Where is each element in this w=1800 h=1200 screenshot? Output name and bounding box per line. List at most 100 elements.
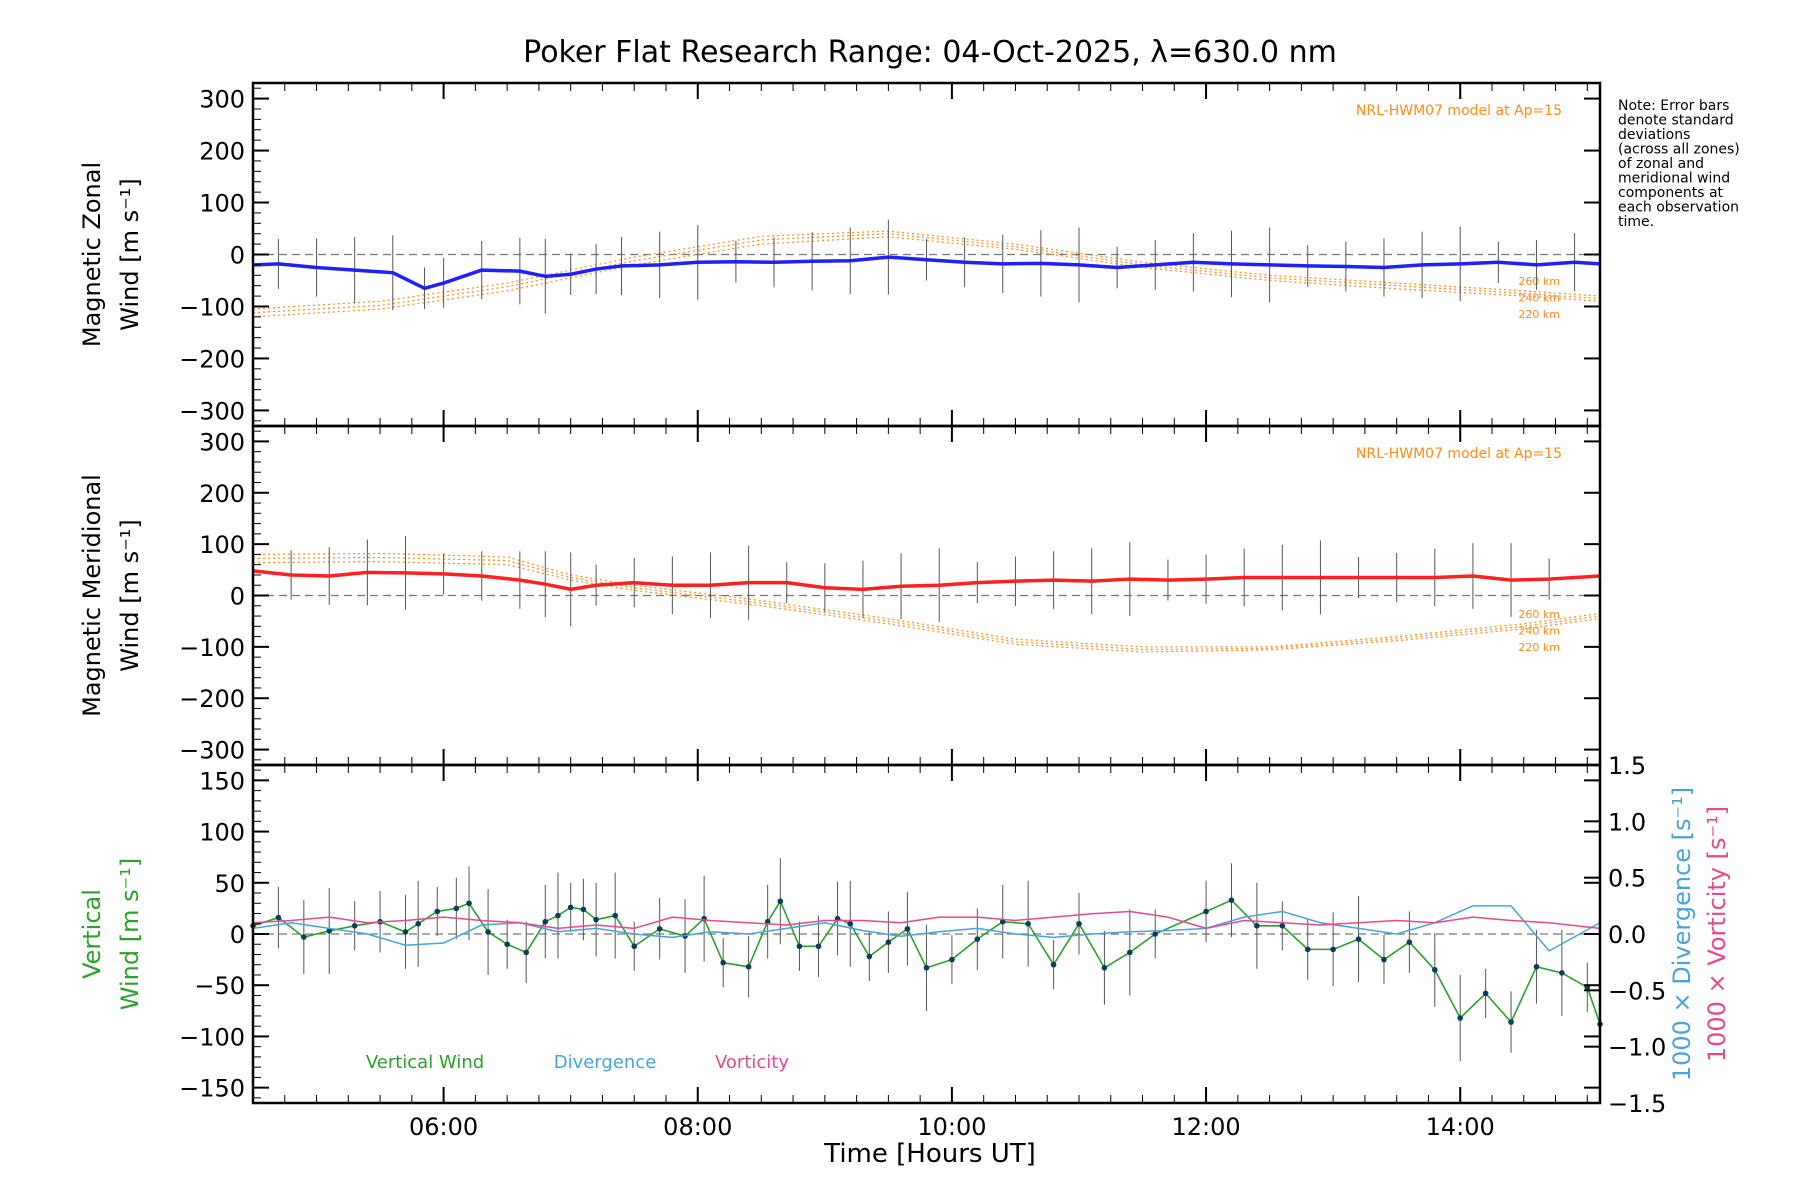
y-tick-label: −150 xyxy=(179,1075,245,1103)
y2-axis-label-line: 1000 × Divergence [s⁻¹] xyxy=(1668,787,1696,1081)
y-tick-label: 0 xyxy=(230,242,245,270)
y-axis-label-line: Wind [m s⁻¹] xyxy=(116,178,144,330)
data-point xyxy=(593,916,599,923)
x-tick-label: 06:00 xyxy=(409,1113,478,1141)
data-point xyxy=(1127,949,1133,956)
note-line: meridional wind xyxy=(1618,171,1730,187)
data-point xyxy=(1101,965,1108,971)
model-altitude-label: 260 km xyxy=(1518,275,1560,288)
y-axis-label-line: Magnetic Meridional xyxy=(78,474,106,717)
data-point xyxy=(1406,939,1413,945)
y-tick-label: −200 xyxy=(179,685,245,713)
x-tick-label: 14:00 xyxy=(1426,1113,1495,1141)
y-tick-label: 300 xyxy=(199,428,245,456)
note-line: time. xyxy=(1618,214,1654,230)
model-altitude-label: 240 km xyxy=(1518,624,1560,637)
y2-axis-label: 1000 × Divergence [s⁻¹] xyxy=(1668,787,1696,1081)
y-tick-label: −100 xyxy=(179,634,245,662)
y-tick-label: 200 xyxy=(199,480,245,508)
model-altitude-label: 220 km xyxy=(1518,308,1560,321)
chart-title: Poker Flat Research Range: 04-Oct-2025, … xyxy=(523,35,1337,70)
y2-tick-label: −1.5 xyxy=(1608,1090,1666,1118)
data-point xyxy=(885,939,892,945)
data-point xyxy=(1279,923,1286,929)
data-point xyxy=(974,936,981,942)
model-curve-220km xyxy=(252,236,1601,318)
data-point xyxy=(1304,946,1311,953)
y-axis-label-line: Vertical xyxy=(78,889,106,979)
x-axis-label: Time [Hours UT] xyxy=(823,1139,1036,1169)
model-curve-260km xyxy=(252,230,1601,310)
x-tick-label: 12:00 xyxy=(1171,1113,1240,1141)
y-axis-label-line: Wind [m s⁻¹] xyxy=(116,858,144,1010)
note-line: deviations xyxy=(1618,127,1690,143)
note-line: components at xyxy=(1618,185,1724,201)
data-point xyxy=(453,905,460,912)
data-point xyxy=(1559,970,1565,976)
data-point xyxy=(1381,956,1387,963)
data-point xyxy=(1228,897,1235,903)
model-curve-240km xyxy=(252,556,1601,651)
model-altitude-label: 240 km xyxy=(1518,291,1560,304)
data-point xyxy=(466,900,472,907)
data-point xyxy=(1330,946,1336,953)
note-line: of zonal and xyxy=(1618,156,1704,172)
note-line: each observation xyxy=(1618,200,1739,216)
series-line-divergence xyxy=(252,905,1601,952)
data-point xyxy=(1076,920,1082,927)
data-point xyxy=(1203,908,1209,915)
data-point xyxy=(745,963,752,970)
series-line-magnetic-zonal-wind xyxy=(252,255,1601,291)
data-point xyxy=(631,943,638,950)
y-tick-label: 0 xyxy=(230,921,245,949)
data-point xyxy=(1254,923,1260,929)
data-point xyxy=(1025,920,1031,927)
y-tick-label: 100 xyxy=(199,531,245,559)
y-axis-label-line: Magnetic Zonal xyxy=(78,162,106,347)
data-point xyxy=(542,918,549,925)
y-tick-label: 100 xyxy=(199,819,245,847)
y2-tick-label: 1.5 xyxy=(1608,752,1646,780)
model-altitude-label: 260 km xyxy=(1518,608,1560,621)
model-curve-240km xyxy=(252,233,1601,314)
y2-tick-label: −0.5 xyxy=(1608,977,1666,1005)
data-point xyxy=(1508,1019,1514,1025)
data-point xyxy=(904,926,911,932)
data-point xyxy=(351,923,358,929)
panels: 260 km 240 km 220 km NRL-HWM07 model at Ap=… xyxy=(78,81,1731,1141)
model-altitude-label: 220 km xyxy=(1518,641,1560,654)
data-point xyxy=(656,926,663,932)
data-point xyxy=(923,965,930,971)
data-point xyxy=(567,904,574,911)
y-tick-label: −100 xyxy=(179,1023,245,1051)
data-point xyxy=(301,934,307,940)
y-tick-label: 150 xyxy=(199,767,245,795)
data-point xyxy=(485,929,491,935)
legend-item: Vorticity xyxy=(715,1052,789,1073)
y-tick-label: 300 xyxy=(199,86,245,114)
data-point xyxy=(815,943,822,950)
y-axis-label: Magnetic Zonal Wind [m s⁻¹] xyxy=(78,162,144,347)
y2-tick-label: 1.0 xyxy=(1608,808,1646,836)
data-point xyxy=(275,914,282,921)
data-point xyxy=(434,908,441,915)
legend-item: Vertical Wind xyxy=(366,1052,484,1073)
series-line-magnetic-meridional-wind xyxy=(252,569,1601,592)
data-point xyxy=(720,959,726,966)
data-point xyxy=(847,920,854,927)
data-point xyxy=(1432,967,1438,973)
data-point xyxy=(1457,1015,1464,1021)
data-point xyxy=(580,906,587,913)
data-point xyxy=(523,949,530,956)
data-point xyxy=(504,941,510,948)
y-tick-label: 50 xyxy=(214,870,245,898)
data-point xyxy=(866,953,873,960)
data-point xyxy=(1050,961,1057,968)
series-line-vorticity xyxy=(252,910,1601,930)
y-tick-label: −300 xyxy=(179,397,245,425)
y2-axis-label-line: 1000 × Vorticity [s⁻¹] xyxy=(1703,806,1731,1062)
y-tick-label: −100 xyxy=(179,293,245,321)
data-point xyxy=(402,929,409,935)
